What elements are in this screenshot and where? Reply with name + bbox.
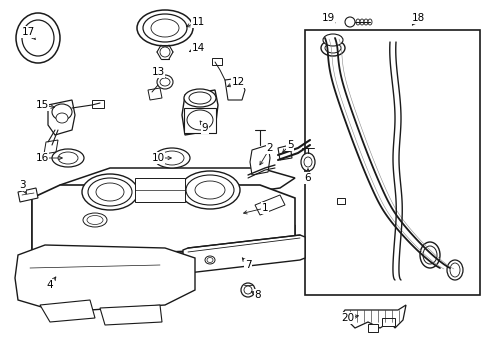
Polygon shape	[15, 245, 195, 310]
Text: 20: 20	[341, 313, 354, 323]
Polygon shape	[48, 100, 75, 135]
Ellipse shape	[16, 13, 60, 63]
Ellipse shape	[180, 171, 240, 209]
Ellipse shape	[367, 19, 371, 25]
Ellipse shape	[88, 178, 132, 206]
Polygon shape	[44, 140, 58, 154]
Text: 7: 7	[244, 260, 251, 270]
Text: 5: 5	[286, 140, 293, 150]
Ellipse shape	[301, 153, 314, 171]
Ellipse shape	[359, 19, 363, 25]
Polygon shape	[100, 305, 162, 325]
Polygon shape	[278, 145, 291, 160]
Ellipse shape	[160, 78, 170, 86]
Text: 19: 19	[321, 13, 334, 23]
Ellipse shape	[304, 157, 311, 167]
Polygon shape	[32, 188, 60, 248]
Polygon shape	[32, 225, 294, 258]
Text: 12: 12	[231, 77, 244, 87]
Ellipse shape	[157, 75, 173, 89]
Ellipse shape	[446, 260, 462, 280]
Text: 2: 2	[266, 143, 273, 153]
Ellipse shape	[363, 19, 367, 25]
Text: 9: 9	[201, 123, 208, 133]
Ellipse shape	[449, 263, 459, 277]
Polygon shape	[254, 195, 285, 215]
Polygon shape	[182, 90, 218, 135]
Polygon shape	[183, 235, 305, 273]
Text: 17: 17	[21, 27, 35, 37]
Ellipse shape	[185, 175, 234, 205]
Text: 8: 8	[254, 290, 261, 300]
Ellipse shape	[52, 149, 84, 167]
Text: 14: 14	[191, 43, 204, 53]
Polygon shape	[367, 324, 377, 332]
Polygon shape	[18, 188, 38, 202]
Polygon shape	[341, 305, 405, 328]
Polygon shape	[32, 185, 294, 258]
Polygon shape	[249, 145, 269, 175]
Bar	[336, 198, 345, 204]
Ellipse shape	[52, 104, 72, 120]
Ellipse shape	[142, 14, 186, 42]
Ellipse shape	[195, 181, 224, 199]
Text: 15: 15	[35, 100, 48, 110]
Text: 10: 10	[151, 153, 164, 163]
Bar	[305, 30, 479, 295]
Ellipse shape	[204, 256, 215, 264]
Ellipse shape	[154, 148, 190, 168]
Polygon shape	[381, 318, 394, 326]
Ellipse shape	[320, 40, 345, 56]
Ellipse shape	[186, 110, 213, 130]
Ellipse shape	[56, 113, 68, 123]
Ellipse shape	[83, 213, 107, 227]
Bar	[92, 100, 104, 108]
Text: 3: 3	[19, 180, 25, 190]
Polygon shape	[40, 300, 95, 322]
Text: 11: 11	[191, 17, 204, 27]
Polygon shape	[212, 58, 222, 65]
Text: 6: 6	[304, 173, 311, 183]
Ellipse shape	[355, 19, 359, 25]
Ellipse shape	[241, 283, 254, 297]
Polygon shape	[224, 78, 244, 100]
Text: 18: 18	[410, 13, 424, 23]
Text: 16: 16	[35, 153, 48, 163]
Ellipse shape	[183, 89, 216, 107]
Ellipse shape	[206, 257, 213, 262]
Ellipse shape	[244, 286, 251, 294]
Text: 1: 1	[261, 203, 268, 213]
Ellipse shape	[323, 34, 342, 46]
Ellipse shape	[160, 151, 183, 165]
Ellipse shape	[419, 242, 439, 268]
Ellipse shape	[137, 10, 193, 46]
Ellipse shape	[189, 92, 210, 104]
Ellipse shape	[422, 246, 436, 264]
Ellipse shape	[22, 20, 54, 56]
Bar	[183, 108, 216, 133]
Polygon shape	[148, 88, 162, 100]
Ellipse shape	[96, 183, 124, 201]
Ellipse shape	[58, 152, 78, 164]
Text: 13: 13	[151, 67, 164, 77]
Ellipse shape	[82, 174, 138, 210]
Polygon shape	[60, 168, 294, 195]
Ellipse shape	[345, 17, 354, 27]
Ellipse shape	[151, 19, 179, 37]
Polygon shape	[135, 178, 184, 202]
Ellipse shape	[87, 216, 103, 225]
Ellipse shape	[160, 47, 170, 57]
Ellipse shape	[325, 43, 340, 53]
Text: 4: 4	[46, 280, 53, 290]
